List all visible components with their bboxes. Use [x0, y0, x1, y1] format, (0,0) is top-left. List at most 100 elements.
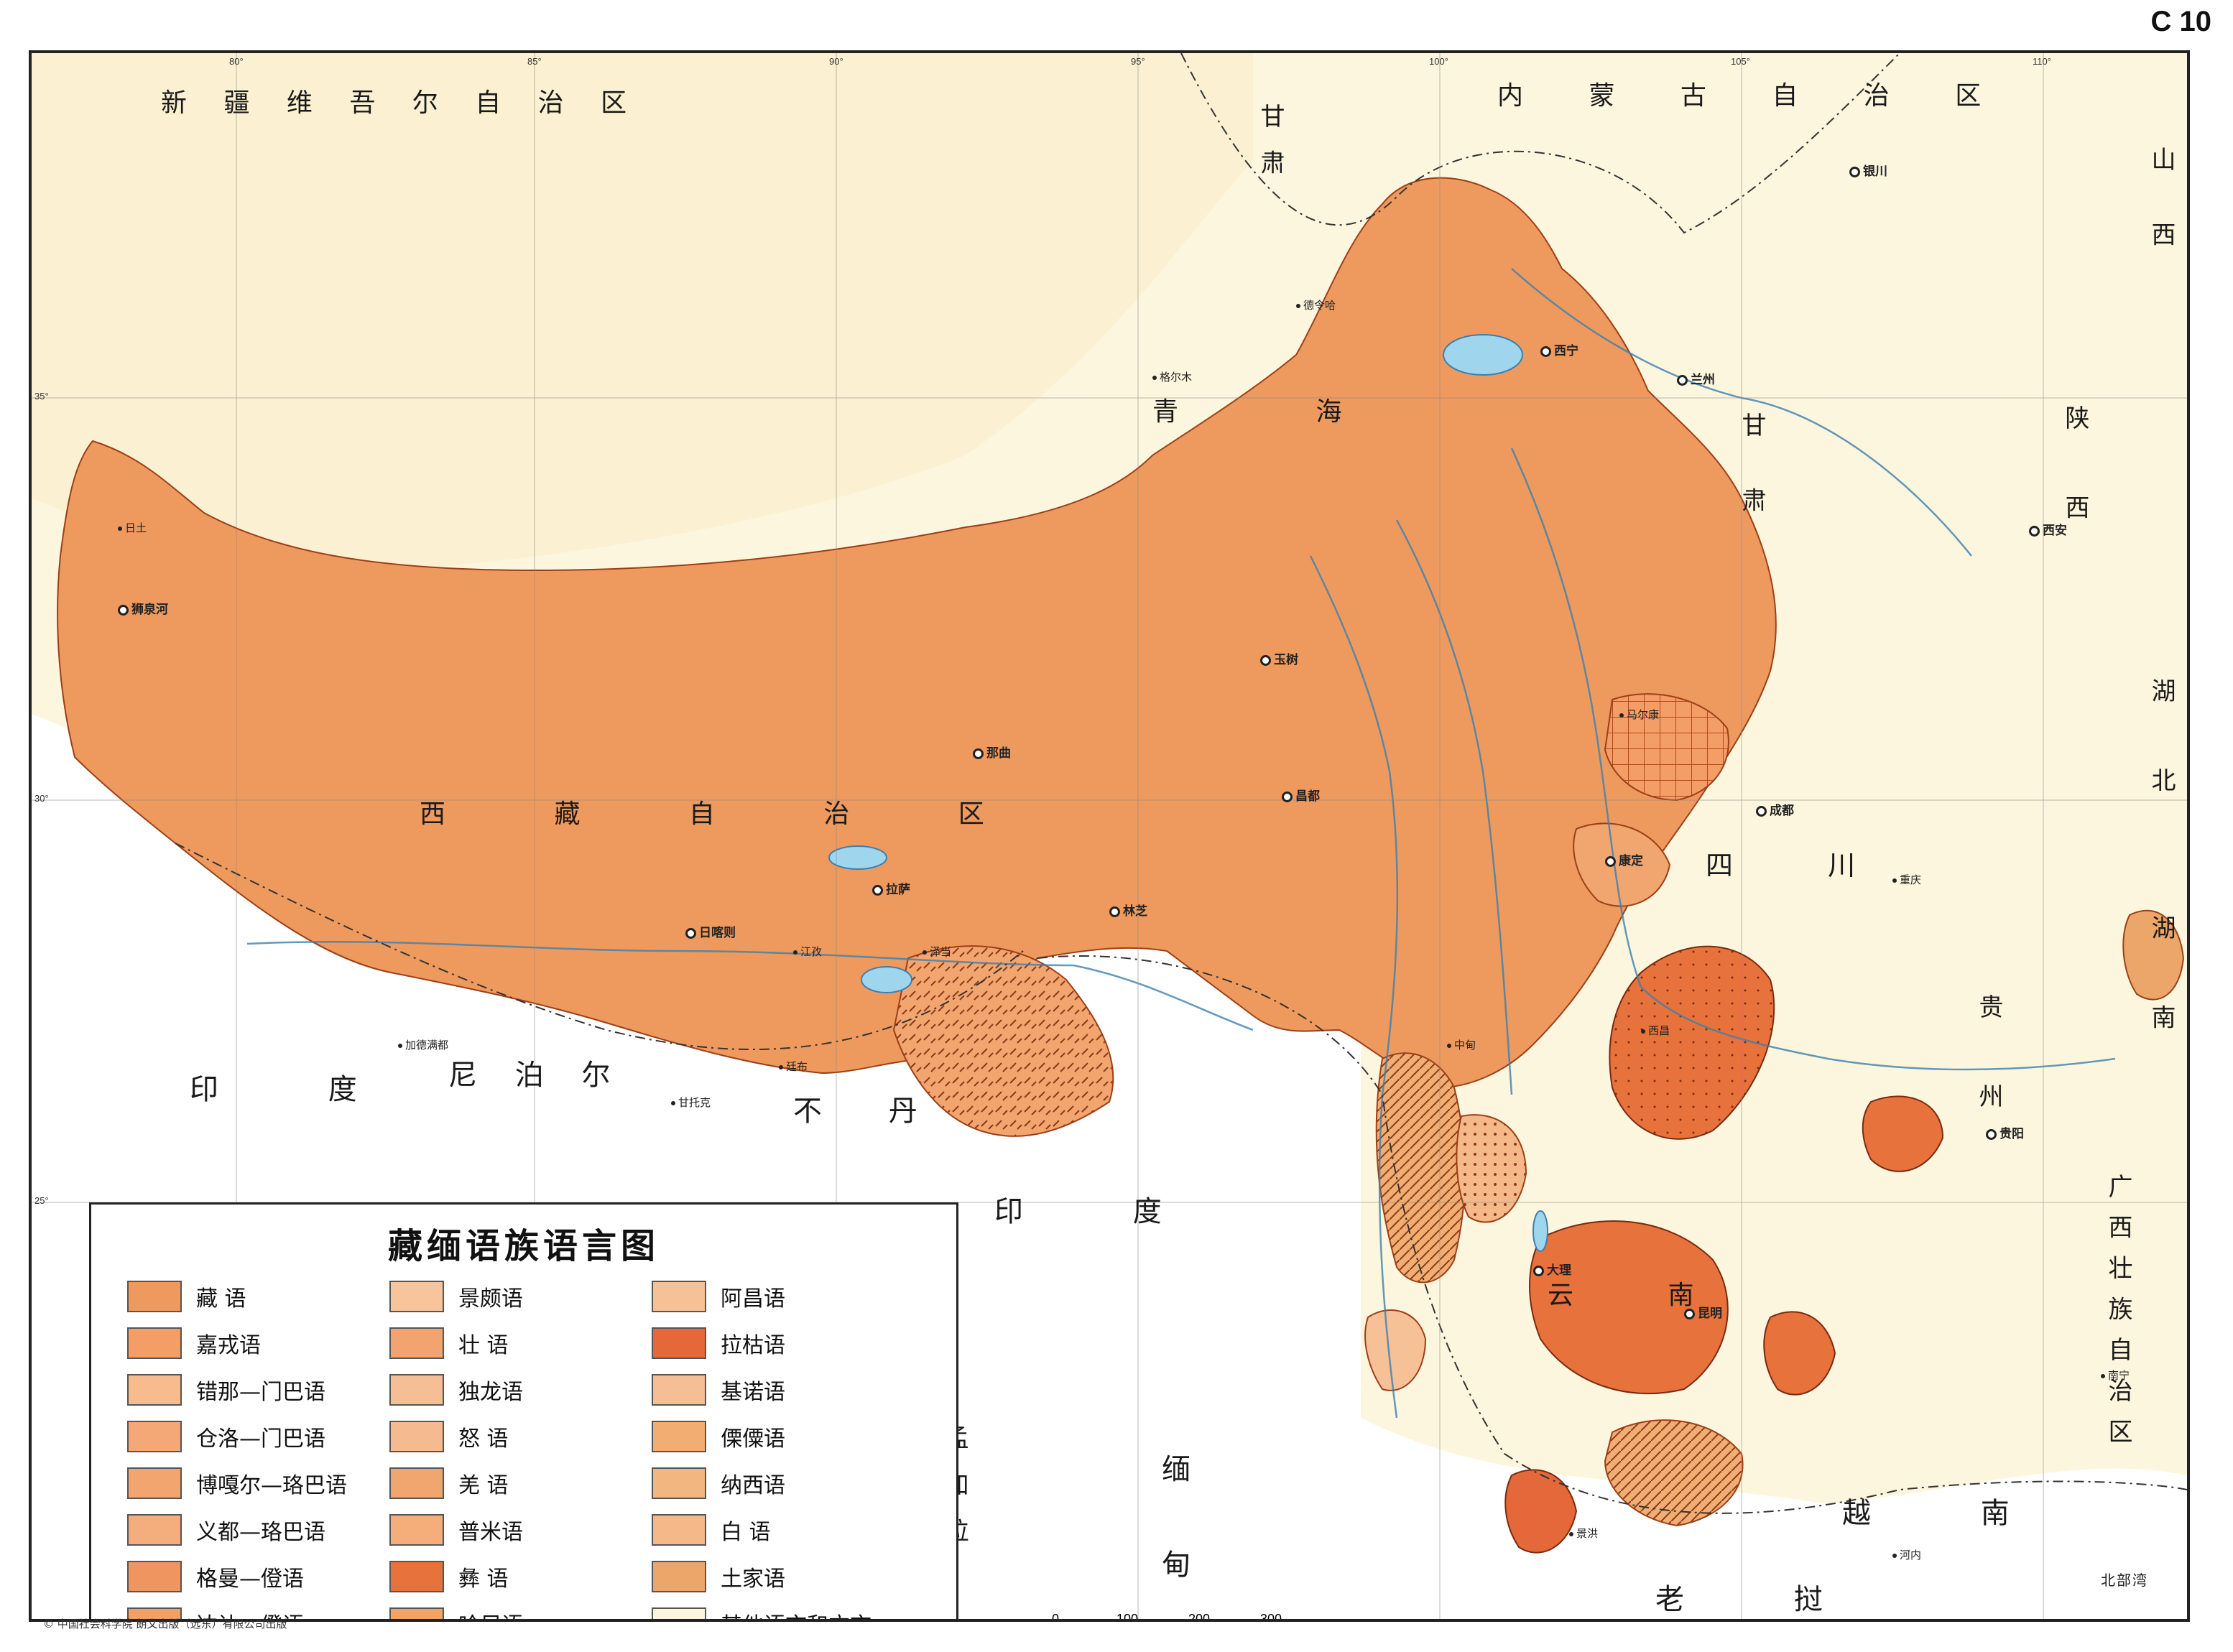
- lon-label-85: 85°: [527, 56, 542, 67]
- city-dali: 大理: [1533, 1260, 1571, 1278]
- legend-swatch: [389, 1561, 444, 1592]
- city-kathmandu: 加德满都: [398, 1037, 448, 1052]
- region-hubei: 湖 北: [2144, 678, 2179, 821]
- city-zedang: 泽当: [923, 944, 951, 959]
- legend-item: 土家语: [652, 1553, 872, 1600]
- lat-label-30: 30°: [34, 793, 49, 804]
- legend-swatch: [652, 1607, 706, 1623]
- region-gansu-north: 甘 肃: [1253, 103, 1288, 182]
- legend-label: 博嘎尔—珞巴语: [196, 1467, 347, 1499]
- lat-label-25: 25°: [34, 1195, 49, 1206]
- legend-item: 其他语言和方言: [652, 1600, 872, 1622]
- city-hanoi: 河内: [1892, 1547, 1921, 1562]
- plate-code: C 10: [2151, 6, 2212, 38]
- legend-item: 拉枯语: [652, 1319, 872, 1366]
- legend-swatch: [652, 1561, 706, 1592]
- legend-label: 义都—珞巴语: [196, 1514, 325, 1546]
- legend-item: 哈尼语: [389, 1600, 523, 1622]
- legend-swatch: [127, 1421, 182, 1452]
- region-inner-mongolia: 内 蒙 古 自 治 区: [1497, 75, 2010, 112]
- city-lhasa: 拉萨: [872, 879, 910, 897]
- scale-tick-300: 300: [1260, 1612, 1282, 1622]
- country-burma: 缅 甸: [1152, 1454, 1194, 1607]
- lat-label-35: 35°: [34, 391, 49, 402]
- country-nepal: 尼 泊 尔: [448, 1052, 624, 1093]
- legend-swatch: [652, 1327, 706, 1359]
- scale-bar: 0 100 200 300 公里: [1052, 1612, 1296, 1622]
- legend-item: 壮 语: [389, 1319, 523, 1366]
- city-gangtok: 甘托克: [671, 1095, 711, 1110]
- city-golmud: 格尔木: [1152, 369, 1192, 384]
- map-frame: 80° 85° 90° 95° 100° 105° 110° 35° 30° 2…: [29, 50, 2190, 1622]
- region-hunan: 湖 南: [2144, 915, 2179, 1058]
- legend-swatch: [652, 1374, 706, 1406]
- legend-swatch: [127, 1374, 182, 1406]
- country-vietnam: 越 南: [1842, 1490, 2060, 1531]
- legend-label: 阿昌语: [721, 1281, 785, 1312]
- legend-swatch: [127, 1561, 182, 1592]
- city-jinghong: 景洪: [1569, 1526, 1598, 1541]
- legend-label: 嘉戎语: [196, 1327, 261, 1359]
- region-guangxi: 广 西 壮 族 自 治 区: [2101, 1174, 2136, 1447]
- region-sichuan: 四 川: [1706, 843, 1898, 883]
- legend-item: 景颇语: [389, 1273, 523, 1319]
- qinghai-lake: [1443, 335, 1522, 375]
- legend-label: 格曼—僜语: [196, 1561, 304, 1592]
- copyright-note: © 中国社会科学院 朗文出版（远东）有限公司出版: [43, 1616, 287, 1631]
- legend-label: 彝 语: [458, 1561, 509, 1592]
- region-guizhou: 贵 州: [1971, 994, 2007, 1137]
- city-thimphu: 廷布: [779, 1059, 808, 1074]
- legend-label: 壮 语: [458, 1327, 509, 1359]
- legend-swatch: [389, 1281, 444, 1312]
- legend-swatch: [389, 1514, 444, 1546]
- lon-label-80: 80°: [229, 56, 244, 67]
- legend-swatch: [389, 1607, 444, 1623]
- legend-label: 哈尼语: [458, 1607, 523, 1623]
- city-xichang: 西昌: [1641, 1023, 1670, 1038]
- country-bhutan: 不 丹: [793, 1087, 946, 1129]
- city-barkam: 马尔康: [1619, 707, 1659, 722]
- city-chongqing: 重庆: [1892, 872, 1921, 887]
- legend-label: 藏 语: [196, 1281, 246, 1312]
- yamdrok-lake: [861, 967, 912, 993]
- legend-item: 仓洛—门巴语: [127, 1413, 347, 1460]
- legend-item: 白 语: [652, 1506, 872, 1553]
- country-india-east: 印 度: [994, 1188, 1212, 1230]
- city-yushu: 玉树: [1260, 649, 1298, 667]
- legend-label: 纳西语: [721, 1467, 785, 1499]
- region-shanxi: 山 西: [2144, 147, 2179, 268]
- country-laos: 老 挝: [1655, 1576, 1873, 1618]
- legend-column-1: 藏 语嘉戎语错那—门巴语仓洛—门巴语博嘎尔—珞巴语义都—珞巴语格曼—僜语达让—僜…: [127, 1273, 347, 1622]
- legend-swatch: [652, 1514, 706, 1546]
- city-guiyang: 贵阳: [1986, 1123, 2024, 1141]
- legend-label: 独龙语: [458, 1374, 523, 1406]
- legend-item: 羌 语: [389, 1460, 523, 1506]
- legend-item: 怒 语: [389, 1413, 523, 1460]
- scale-tick-200: 200: [1188, 1612, 1210, 1622]
- legend-swatch: [652, 1467, 706, 1499]
- city-shigatse: 日喀则: [685, 922, 736, 940]
- legend-label: 白 语: [721, 1514, 771, 1546]
- region-gansu: 甘 肃: [1734, 412, 1770, 534]
- city-chengdu: 成都: [1756, 800, 1794, 818]
- scale-tick-100: 100: [1116, 1612, 1138, 1622]
- legend-label: 怒 语: [458, 1421, 509, 1452]
- region-xinjiang: 新 疆 维 吾 尔 自 治 区: [161, 82, 641, 119]
- city-ritu: 日土: [118, 520, 147, 535]
- legend-label: 普米语: [458, 1514, 523, 1546]
- legend-item: 彝 语: [389, 1553, 523, 1600]
- gulf-tonkin: 北部湾: [2101, 1569, 2148, 1590]
- lon-label-105: 105°: [1731, 56, 1750, 67]
- region-tibet: 西 藏 自 治 区: [420, 793, 1035, 830]
- city-delingha: 德令哈: [1296, 297, 1336, 312]
- legend-swatch: [389, 1327, 444, 1359]
- legend-item: 独龙语: [389, 1366, 523, 1413]
- legend-swatch: [389, 1374, 444, 1406]
- legend-label: 仓洛—门巴语: [196, 1421, 325, 1452]
- city-nagqu: 那曲: [973, 743, 1011, 761]
- legend-label: 拉枯语: [721, 1327, 785, 1359]
- scale-tick-0: 0: [1052, 1612, 1059, 1622]
- legend-item: 纳西语: [652, 1460, 872, 1506]
- legend-swatch: [127, 1514, 182, 1546]
- legend-swatch: [652, 1421, 706, 1452]
